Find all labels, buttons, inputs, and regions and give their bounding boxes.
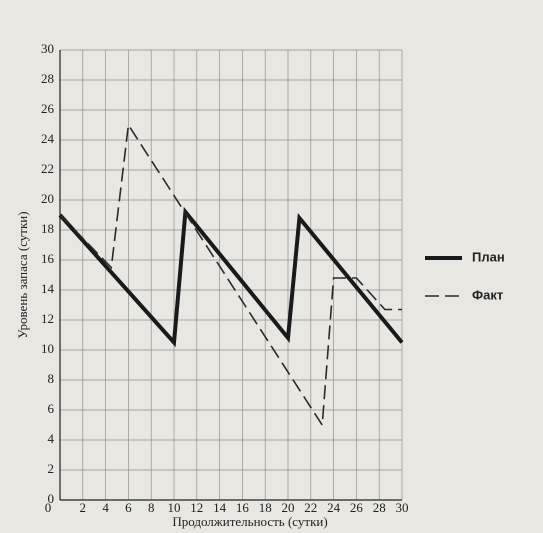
y-tick-label: 26 (41, 101, 55, 116)
x-tick-label: 30 (396, 500, 409, 515)
y-tick-label: 20 (41, 191, 54, 206)
y-tick-label: 8 (48, 371, 55, 386)
y-axis-label: Уровень запаса (сутки) (15, 211, 30, 338)
y-tick-label: 24 (41, 131, 55, 146)
x-tick-label: 16 (236, 500, 250, 515)
y-tick-label: 18 (41, 221, 54, 236)
legend-label: План (472, 249, 505, 264)
y-tick-label: 28 (41, 71, 54, 86)
x-tick-label: 28 (373, 500, 386, 515)
x-tick-label: 20 (282, 500, 295, 515)
y-tick-label: 6 (48, 401, 55, 416)
x-axis-label: Продолжительность (сутки) (172, 514, 327, 529)
y-tick-label: 16 (41, 251, 55, 266)
y-tick-label: 30 (41, 41, 54, 56)
x-tick-label: 2 (80, 500, 87, 515)
x-tick-label: 12 (190, 500, 203, 515)
y-tick-label: 22 (41, 161, 54, 176)
x-tick-label: 24 (327, 500, 341, 515)
x-tick-label: 0 (45, 500, 52, 515)
x-tick-label: 14 (213, 500, 227, 515)
series-line (59, 122, 402, 428)
x-tick-label: 6 (125, 500, 132, 515)
y-tick-label: 14 (41, 281, 55, 296)
y-tick-label: 0 (48, 491, 55, 506)
x-tick-label: 22 (304, 500, 317, 515)
x-tick-label: 8 (148, 500, 155, 515)
x-tick-label: 18 (259, 500, 272, 515)
series-line (58, 206, 404, 348)
y-tick-label: 4 (48, 431, 55, 446)
y-tick-label: 10 (41, 341, 54, 356)
legend-label: Факт (472, 287, 503, 302)
x-tick-label: 26 (350, 500, 364, 515)
y-tick-label: 12 (41, 311, 54, 326)
x-tick-label: 4 (102, 500, 109, 515)
x-tick-label: 10 (168, 500, 181, 515)
y-tick-label: 2 (48, 461, 55, 476)
